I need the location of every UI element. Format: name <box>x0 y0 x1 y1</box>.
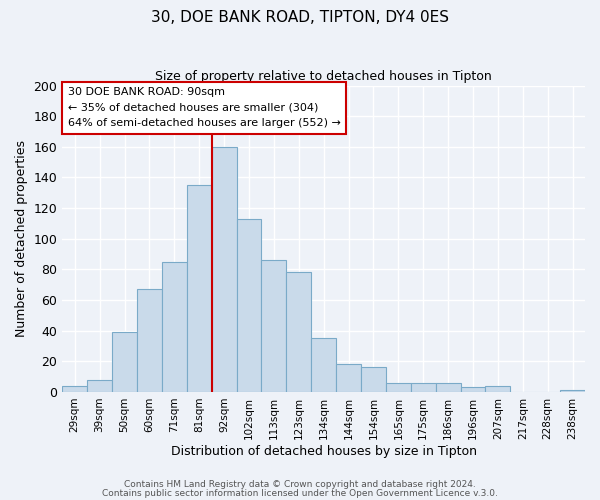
Bar <box>560 390 585 392</box>
Bar <box>436 383 461 392</box>
Bar <box>137 290 162 392</box>
Bar <box>262 260 286 392</box>
Bar <box>336 364 361 392</box>
Bar <box>112 332 137 392</box>
Text: 30 DOE BANK ROAD: 90sqm
← 35% of detached houses are smaller (304)
64% of semi-d: 30 DOE BANK ROAD: 90sqm ← 35% of detache… <box>68 87 340 128</box>
Bar <box>286 272 311 392</box>
Bar <box>361 368 386 392</box>
Bar <box>461 388 485 392</box>
Bar <box>236 219 262 392</box>
X-axis label: Distribution of detached houses by size in Tipton: Distribution of detached houses by size … <box>170 444 476 458</box>
Bar <box>485 386 511 392</box>
Bar <box>411 383 436 392</box>
Bar <box>187 185 212 392</box>
Y-axis label: Number of detached properties: Number of detached properties <box>15 140 28 338</box>
Bar <box>87 380 112 392</box>
Bar <box>386 383 411 392</box>
Bar <box>62 386 87 392</box>
Text: Contains HM Land Registry data © Crown copyright and database right 2024.: Contains HM Land Registry data © Crown c… <box>124 480 476 489</box>
Bar <box>212 147 236 392</box>
Text: Contains public sector information licensed under the Open Government Licence v.: Contains public sector information licen… <box>102 488 498 498</box>
Title: Size of property relative to detached houses in Tipton: Size of property relative to detached ho… <box>155 70 492 83</box>
Text: 30, DOE BANK ROAD, TIPTON, DY4 0ES: 30, DOE BANK ROAD, TIPTON, DY4 0ES <box>151 10 449 25</box>
Bar <box>311 338 336 392</box>
Bar <box>162 262 187 392</box>
